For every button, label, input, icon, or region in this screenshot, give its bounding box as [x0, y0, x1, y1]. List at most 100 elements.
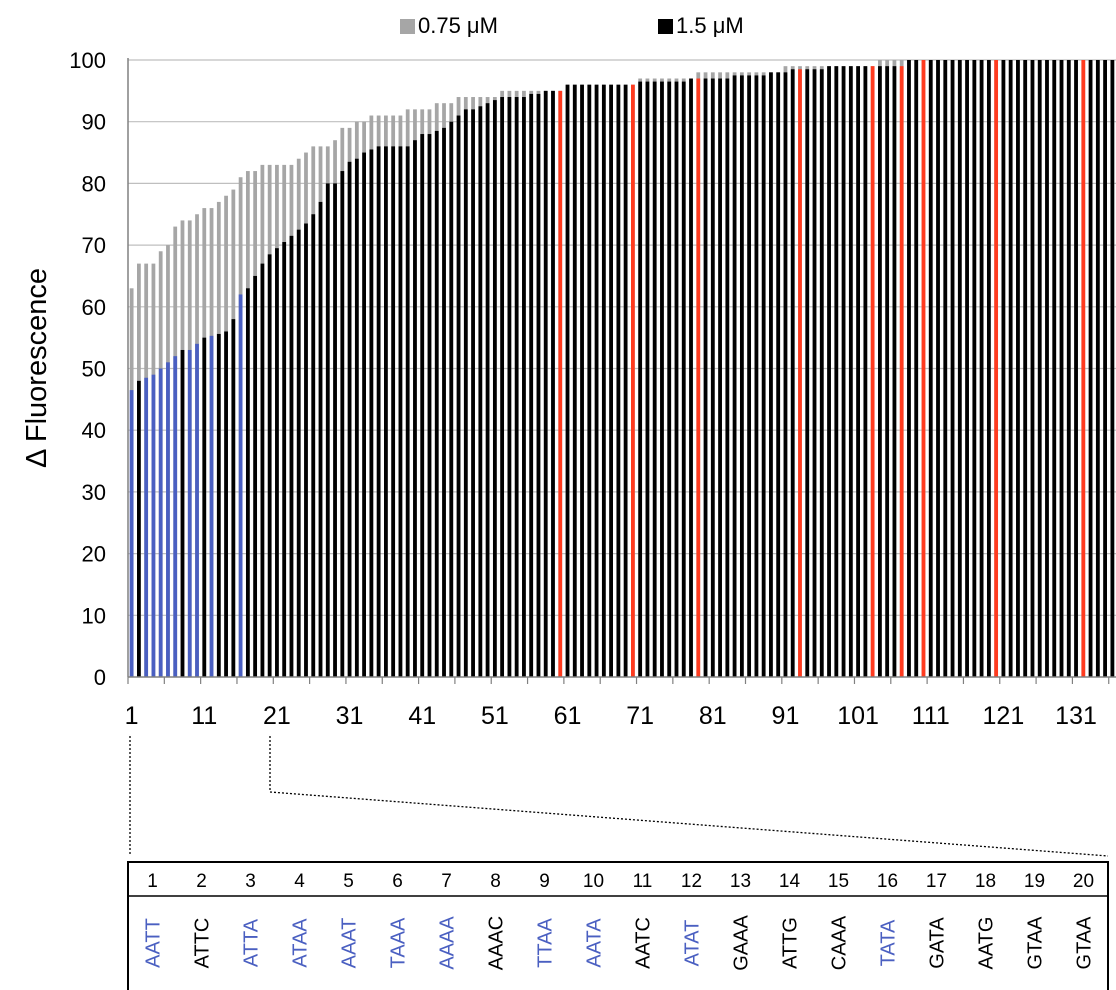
zoom-connector — [129, 736, 1109, 857]
x-tick-labels: 1 11 21 31 41 51 61 71 81 91 101 111 121 131 — [125, 702, 1097, 730]
x-tick-41: 41 — [408, 702, 436, 730]
bar-1.5uM-116 — [965, 60, 969, 677]
table-sequence-7: AAAA — [437, 916, 459, 970]
bar-1.5uM-51 — [492, 100, 497, 678]
bar-1.5uM-131 — [1074, 60, 1078, 677]
bar-1.5uM-124 — [1023, 60, 1028, 677]
bar-1.5uM-84 — [732, 75, 737, 678]
bar-1.5uM-78 — [689, 78, 693, 677]
bar-1.5uM-96 — [819, 69, 824, 677]
bar-1.5uM-53 — [507, 97, 512, 677]
bar-1.5uM-135 — [1103, 60, 1107, 677]
x-tick-1: 1 — [125, 702, 139, 730]
bar-1.5uM-5 — [158, 368, 163, 677]
bar-1.5uM-50 — [485, 103, 490, 677]
bar-1.5uM-67 — [609, 84, 613, 678]
bar-1.5uM-9 — [187, 349, 192, 677]
bar-1.5uM-28 — [325, 183, 330, 677]
x-tick-61: 61 — [554, 702, 582, 730]
table-number-13: 13 — [730, 871, 751, 892]
x-tick-131: 131 — [1055, 702, 1097, 730]
bar-1.5uM-75 — [667, 81, 672, 678]
bar-1.5uM-127 — [1045, 60, 1049, 677]
table-number-8: 8 — [490, 871, 501, 892]
bar-1.5uM-69 — [623, 84, 628, 678]
legend-swatch-0.75uM — [400, 19, 415, 34]
bar-1.5uM-101 — [856, 66, 860, 678]
table-sequence-15: CAAA — [829, 915, 851, 970]
table-sequence-17: GATA — [927, 917, 949, 969]
table-number-15: 15 — [828, 871, 849, 892]
bar-1.5uM-29 — [333, 183, 337, 677]
bar-1.5uM-11 — [202, 337, 207, 677]
table-number-11: 11 — [633, 871, 653, 892]
x-tick-101: 101 — [837, 702, 879, 730]
bar-1.5uM-77 — [681, 81, 686, 678]
bar-1.5uM-40 — [413, 140, 417, 677]
bar-1.5uM-98 — [834, 66, 839, 678]
bar-1.5uM-132 — [1081, 60, 1086, 677]
bar-1.5uM-130 — [1066, 60, 1071, 677]
bar-1.5uM-87 — [754, 75, 759, 678]
bar-1.5uM-19 — [260, 263, 265, 677]
bar-1.5uM-30 — [340, 171, 345, 677]
bar-1.5uM-57 — [536, 93, 541, 677]
table-sequence-1: AATT — [143, 918, 165, 968]
x-tick-71: 71 — [626, 702, 654, 730]
y-tick-60: 60 — [82, 295, 106, 320]
bar-1.5uM-125 — [1030, 60, 1035, 677]
table-number-16: 16 — [877, 871, 898, 892]
y-tick-50: 50 — [82, 357, 106, 382]
bar-1.5uM-25 — [304, 223, 308, 677]
bar-1.5uM-20 — [267, 254, 272, 678]
bar-1.5uM-6 — [166, 362, 170, 677]
legend-label-0.75uM: 0.75 μM — [418, 13, 498, 38]
bar-1.5uM-83 — [725, 78, 730, 677]
table-sequence-6: TAAA — [388, 917, 410, 968]
bar-1.5uM-89 — [769, 72, 773, 678]
bar-1.5uM-120 — [994, 60, 999, 677]
bar-1.5uM-41 — [420, 134, 425, 678]
bar-1.5uM-54 — [514, 97, 519, 677]
bar-1.5uM-35 — [376, 146, 381, 677]
table-sequence-10: AATA — [584, 918, 606, 968]
bar-1.5uM-86 — [747, 75, 752, 678]
x-tick-111: 111 — [912, 702, 950, 730]
bar-1.5uM-85 — [739, 75, 744, 678]
table-sequence-18: AATG — [976, 917, 998, 970]
bar-1.5uM-110 — [921, 60, 926, 677]
table-number-14: 14 — [779, 871, 801, 892]
bar-1.5uM-70 — [631, 84, 635, 678]
bar-1.5uM-128 — [1052, 60, 1057, 677]
table-number-4: 4 — [294, 871, 305, 892]
y-tick-40: 40 — [82, 418, 106, 443]
bar-1.5uM-104 — [878, 66, 882, 678]
bar-1.5uM-88 — [761, 75, 766, 678]
table-sequence-16: TATA — [878, 919, 900, 966]
bar-1.5uM-113 — [943, 60, 948, 677]
y-tick-100: 100 — [69, 48, 106, 73]
x-tick-21: 21 — [263, 702, 291, 730]
bar-1.5uM-119 — [986, 60, 991, 677]
bar-1.5uM-106 — [892, 66, 897, 678]
bar-1.5uM-129 — [1059, 60, 1064, 677]
table-number-20: 20 — [1073, 871, 1094, 892]
bar-1.5uM-102 — [863, 66, 868, 678]
table-sequence-2: ATTC — [192, 918, 214, 969]
bar-1.5uM-74 — [660, 81, 664, 678]
bar-1.5uM-23 — [289, 235, 294, 677]
bar-1.5uM-123 — [1016, 60, 1020, 677]
bar-1.5uM-36 — [384, 146, 388, 677]
bar-1.5uM-17 — [245, 288, 250, 677]
bar-1.5uM-111 — [928, 60, 933, 677]
bar-1.5uM-90 — [776, 72, 781, 678]
series-1.5uM-bars — [129, 60, 1115, 678]
table-sequence-9: TTAA — [535, 918, 557, 968]
table-sequence-19: GTAA — [1025, 916, 1047, 970]
bar-1.5uM-7 — [173, 356, 178, 677]
bar-1.5uM-4 — [151, 374, 156, 677]
bar-1.5uM-48 — [471, 109, 475, 678]
bar-1.5uM-134 — [1095, 60, 1100, 677]
bar-1.5uM-24 — [296, 229, 301, 678]
